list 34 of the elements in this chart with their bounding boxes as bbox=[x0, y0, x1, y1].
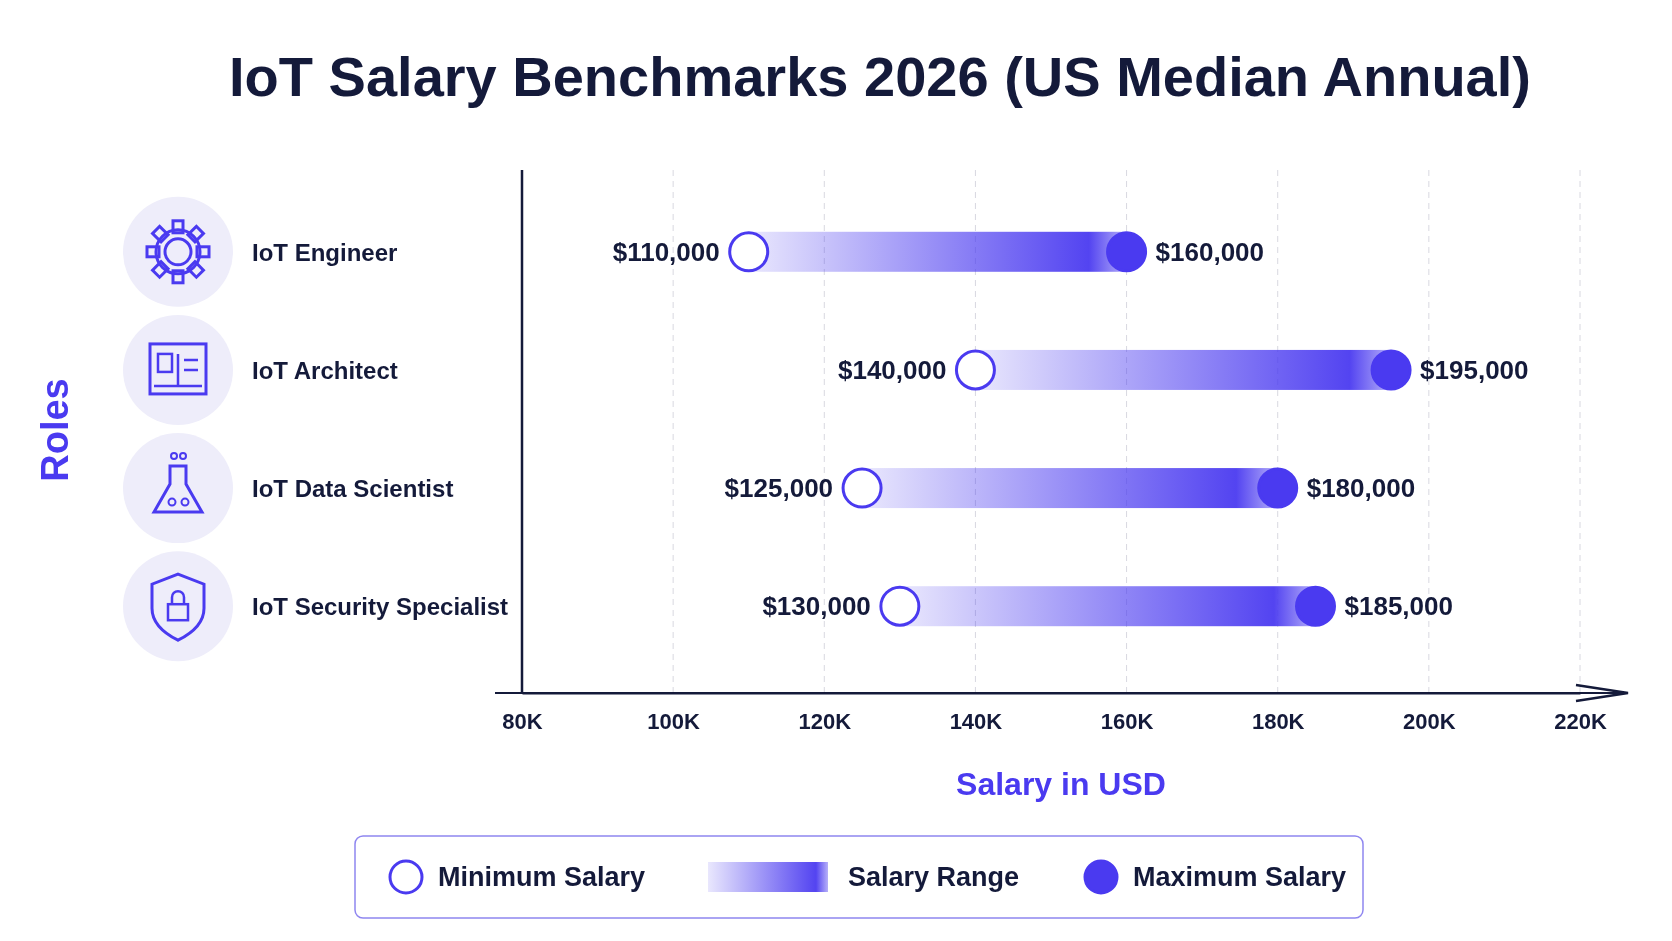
x-axis-title: Salary in USD bbox=[956, 766, 1166, 802]
data-label: $185,000 bbox=[1344, 591, 1453, 622]
data-label: $195,000 bbox=[1420, 354, 1529, 385]
x-tick-label: 200K bbox=[1403, 708, 1456, 734]
y-tick-label: IoT Architect bbox=[252, 356, 398, 384]
x-tick-label: 140K bbox=[949, 708, 1003, 734]
data-label: $125,000 bbox=[724, 473, 834, 504]
point bbox=[1370, 349, 1412, 391]
point bbox=[954, 349, 996, 391]
data-label: $110,000 bbox=[612, 236, 720, 267]
x-tick-label: 100K bbox=[647, 708, 701, 734]
x-tick-label: 160K bbox=[1100, 708, 1154, 734]
legend-label: Minimum Salary bbox=[438, 862, 646, 892]
x-tick-label: 120K bbox=[798, 708, 852, 734]
point bbox=[841, 467, 883, 509]
data-label: $130,000 bbox=[762, 591, 871, 622]
y-tick-label: IoT Security Specialist bbox=[252, 593, 509, 621]
y-axis-title: Roles bbox=[34, 378, 76, 482]
data-label: $160,000 bbox=[1155, 236, 1265, 267]
point bbox=[1257, 467, 1299, 509]
point bbox=[879, 585, 921, 627]
point bbox=[728, 231, 770, 273]
x-tick-label: 180K bbox=[1251, 708, 1305, 734]
data-label: $140,000 bbox=[837, 354, 947, 385]
point bbox=[1106, 231, 1148, 273]
legend-label: Salary Range bbox=[848, 862, 1020, 892]
x-tick-label: 220K bbox=[1554, 708, 1607, 734]
point bbox=[1295, 585, 1336, 627]
x-tick-label: 80K bbox=[502, 708, 543, 734]
data-label: $180,000 bbox=[1306, 473, 1416, 504]
chart-title: IoT Salary Benchmarks 2026 (US Median Annual) bbox=[229, 45, 1531, 108]
y-tick-label: IoT Engineer bbox=[252, 238, 398, 266]
legend-label: Maximum Salary bbox=[1133, 862, 1347, 892]
y-tick-label: IoT Data Scientist bbox=[252, 475, 454, 503]
